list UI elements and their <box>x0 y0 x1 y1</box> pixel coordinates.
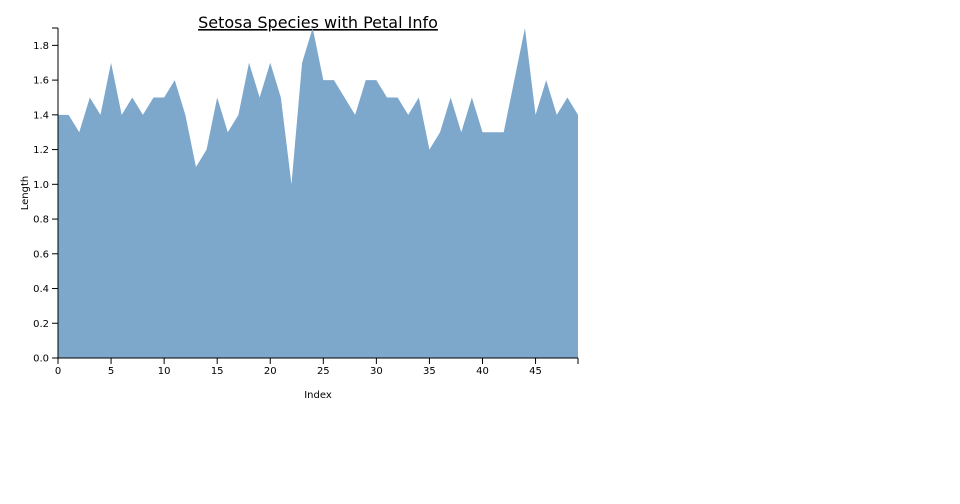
y-axis: 0.0 0.2 0.4 0.6 0.8 1.0 1.2 1.4 1.6 1.8 <box>33 27 59 365</box>
y-tick-label: 1.6 <box>33 76 49 87</box>
y-tick-label: 1.0 <box>33 180 49 191</box>
area-series <box>58 28 578 358</box>
x-tick-label: 45 <box>529 366 542 377</box>
x-tick-label: 40 <box>476 366 489 377</box>
y-tick-label: 0.2 <box>33 319 49 330</box>
x-tick-label: 35 <box>423 366 436 377</box>
x-tick-label: 15 <box>211 366 224 377</box>
y-tick-label: 0.8 <box>33 215 49 226</box>
x-tick-label: 5 <box>108 366 114 377</box>
x-axis-label: Index <box>304 390 332 401</box>
y-tick-label: 1.8 <box>33 41 49 52</box>
x-tick-label: 20 <box>264 366 277 377</box>
y-tick-label: 0.0 <box>33 354 49 365</box>
y-tick-label: 1.2 <box>33 145 49 156</box>
x-axis: 0 5 10 15 20 25 30 35 40 45 <box>55 357 579 377</box>
y-axis-label: Length <box>20 176 31 211</box>
x-tick-label: 0 <box>55 366 61 377</box>
x-tick-label: 10 <box>158 366 171 377</box>
x-tick-label: 30 <box>370 366 383 377</box>
plot-area <box>58 28 578 358</box>
chart-title: Setosa Species with Petal Info <box>198 13 438 32</box>
y-tick-label: 1.4 <box>33 110 49 121</box>
y-tick-label: 0.4 <box>33 284 49 295</box>
y-tick-label: 0.6 <box>33 249 49 260</box>
x-tick-label: 25 <box>317 366 330 377</box>
